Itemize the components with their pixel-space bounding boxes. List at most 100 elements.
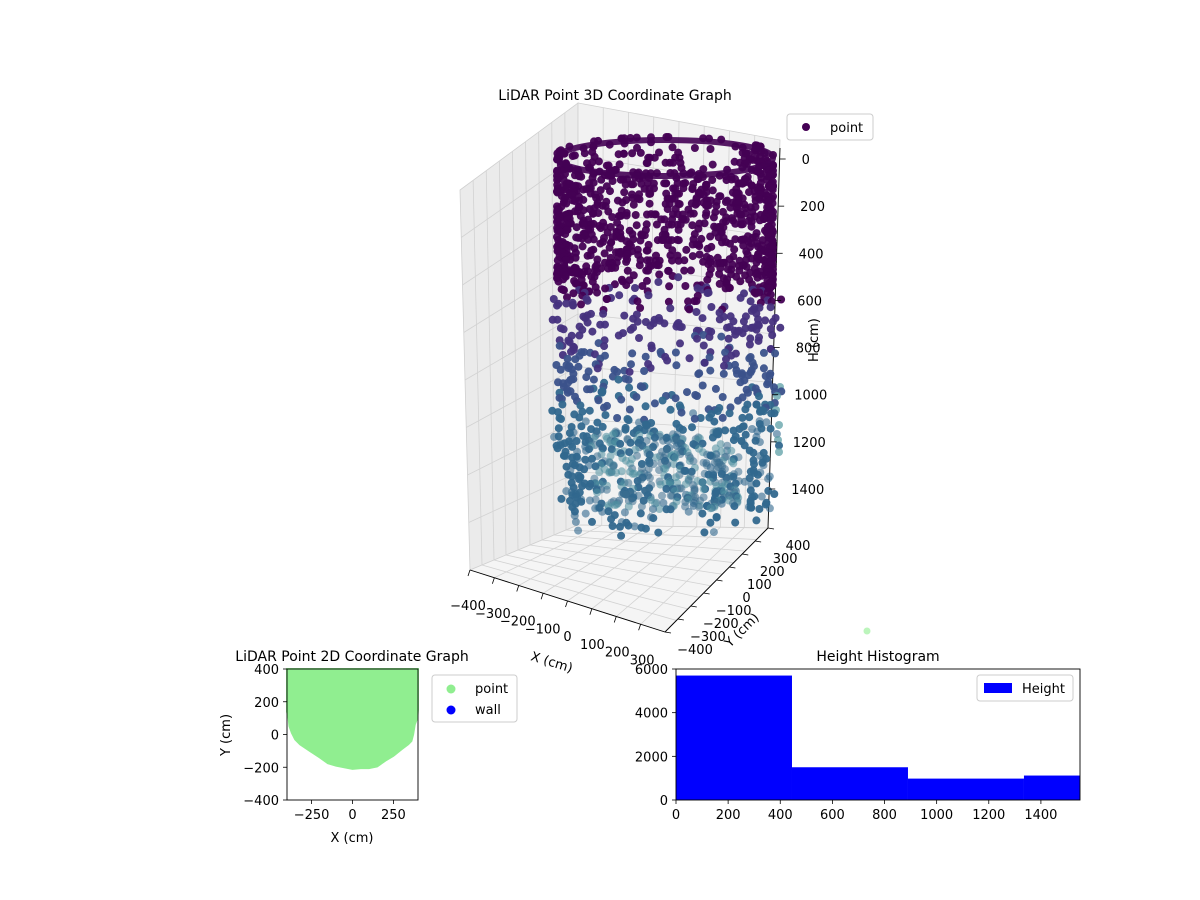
data-point-3d [560,286,568,295]
data-point-3d [736,293,745,302]
data-point-3d [752,400,761,409]
data-point-3d [571,355,580,364]
data-point-3d [703,244,712,253]
data-point-3d [650,399,659,408]
data-point-3d [617,395,626,404]
data-point-3d [699,331,708,339]
legend-2d-label-point: point [475,682,508,697]
data-point-3d [699,485,708,494]
y-tick-label-2d: 200 [254,696,279,711]
x-tick-label-3d: −400 [450,599,486,614]
data-point-3d [574,526,583,535]
data-point-3d [635,195,644,204]
data-point-3d [646,321,655,330]
y-tick-3d [703,592,710,595]
data-point-3d [645,450,654,459]
data-point-3d [550,432,559,441]
data-point-3d [741,405,750,414]
data-point-3d [594,396,603,405]
data-point-3d [722,176,731,185]
data-point-3d [738,329,747,338]
data-point-3d [678,425,687,434]
x-tick-3d [491,577,495,584]
data-point-3d [625,448,634,457]
data-point-3d [655,466,664,475]
data-point-3d [773,392,781,400]
data-point-3d [631,284,639,292]
data-point-3d [641,402,650,411]
z-tick-label-3d: 1200 [793,436,826,451]
data-point-3d [729,459,738,468]
data-point-3d [633,317,642,326]
data-point-3d [662,484,671,493]
data-point-3d [706,504,715,513]
data-point-3d [621,490,630,499]
data-point-3d [649,514,658,523]
data-point-3d [623,266,632,275]
data-point-3d [751,289,760,298]
data-point-3d [652,220,661,229]
data-point-3d [624,521,633,530]
data-point-3d [622,257,631,266]
data-point-3d [596,239,605,248]
x-tick-label-3d: 100 [580,638,605,653]
data-point-3d [627,180,636,189]
y-tick-3d [729,566,736,569]
data-point-3d [654,261,663,270]
data-point-3d [554,424,563,433]
data-point-3d [600,342,609,351]
data-point-3d [666,304,675,313]
data-point-3d [643,210,651,219]
data-point-3d [743,388,752,397]
y-tick-label-2d: 0 [271,729,279,744]
data-point-3d [605,243,614,252]
data-point-3d [690,297,699,306]
data-point-3d [707,303,716,311]
data-point-3d [625,383,634,392]
data-point-3d [582,446,590,455]
data-point-3d [698,381,707,390]
grid-line [505,554,700,598]
data-point-3d [770,490,779,498]
data-point-3d [560,451,569,460]
x-tick-label-histogram: 0 [672,808,680,823]
data-point-3d [632,221,641,230]
data-point-3d [614,331,623,340]
data-point-3d [636,236,645,245]
data-point-3d [553,301,561,310]
data-point-3d [712,202,721,211]
data-point-3d [737,220,746,229]
data-point-3d [690,144,699,152]
data-point-3d [688,185,697,194]
data-point-3d [613,414,622,422]
data-point-3d [762,418,771,427]
data-point-3d [664,297,673,306]
data-point-3d [610,280,619,289]
data-point-3d [622,281,631,290]
data-point-3d [642,246,651,255]
data-point-3d [767,409,776,418]
data-point-3d [599,309,608,318]
data-point-3d [776,323,785,332]
grid-line [591,526,697,610]
data-point-3d [562,299,571,308]
stray-point [863,627,871,635]
data-point-3d [706,463,715,472]
data-point-3d [721,348,730,357]
data-point-3d [761,372,770,380]
grid-line [518,525,626,586]
data-point-3d [633,297,642,306]
data-point-3d [688,221,697,230]
data-point-3d [755,216,764,225]
data-point-3d [578,234,587,243]
z-tick-label-3d: 600 [797,294,822,309]
data-point-3d [621,425,630,434]
data-point-3d [554,277,563,286]
y-tick-3d [690,605,697,608]
data-point-3d [703,275,712,284]
data-point-3d [591,462,600,471]
grid-line [493,559,688,610]
y-tick-label-3d: 400 [786,539,811,554]
data-point-3d [645,199,654,208]
data-point-3d [557,494,566,503]
